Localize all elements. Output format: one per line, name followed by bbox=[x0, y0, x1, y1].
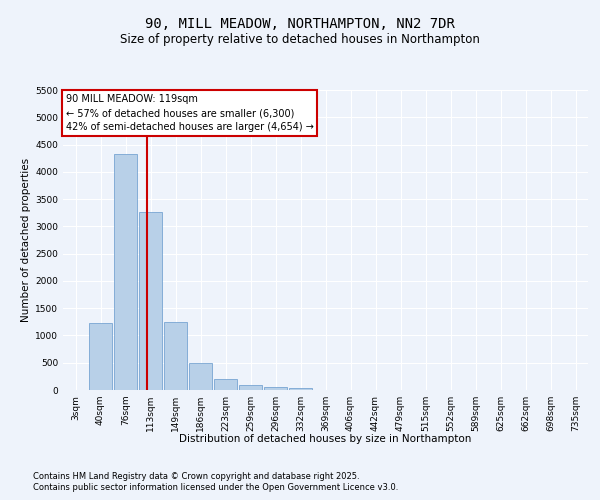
X-axis label: Distribution of detached houses by size in Northampton: Distribution of detached houses by size … bbox=[179, 434, 472, 444]
Bar bbox=[214, 379, 237, 390]
Text: Contains HM Land Registry data © Crown copyright and database right 2025.: Contains HM Land Registry data © Crown c… bbox=[33, 472, 359, 481]
Bar bbox=[264, 386, 287, 390]
Text: 90, MILL MEADOW, NORTHAMPTON, NN2 7DR: 90, MILL MEADOW, NORTHAMPTON, NN2 7DR bbox=[145, 18, 455, 32]
Bar bbox=[189, 362, 212, 390]
Bar bbox=[239, 384, 262, 390]
Bar bbox=[89, 324, 112, 390]
Bar bbox=[289, 388, 312, 390]
Bar bbox=[139, 212, 162, 390]
Text: Contains public sector information licensed under the Open Government Licence v3: Contains public sector information licen… bbox=[33, 484, 398, 492]
Text: 90 MILL MEADOW: 119sqm
← 57% of detached houses are smaller (6,300)
42% of semi-: 90 MILL MEADOW: 119sqm ← 57% of detached… bbox=[65, 94, 313, 132]
Text: Size of property relative to detached houses in Northampton: Size of property relative to detached ho… bbox=[120, 32, 480, 46]
Y-axis label: Number of detached properties: Number of detached properties bbox=[21, 158, 31, 322]
Bar bbox=[114, 154, 137, 390]
Bar bbox=[164, 322, 187, 390]
